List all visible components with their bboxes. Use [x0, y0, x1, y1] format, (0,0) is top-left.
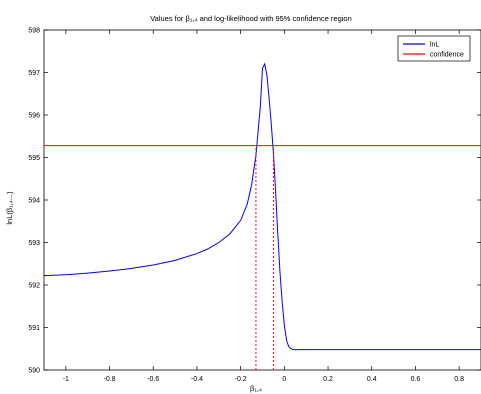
x-tick-label: -0.4: [191, 376, 203, 383]
y-axis-label: lnL(β₁,₄...): [5, 191, 14, 225]
y-tick-label: 592: [28, 283, 40, 290]
y-tick-label: 594: [28, 198, 40, 205]
x-tick-label: -0.8: [104, 376, 116, 383]
plot-area: [43, 62, 481, 370]
x-axis-label: β₁,₄: [250, 384, 262, 393]
y-tick-label: 598: [28, 28, 40, 35]
x-tick-label: 0.4: [367, 376, 377, 383]
y-tick-label: 596: [28, 113, 40, 120]
x-tick-label: 0.6: [411, 376, 421, 383]
chart-title: Values for β₁,₄ and log-likelihood with …: [150, 14, 352, 23]
y-tick-label: 590: [28, 368, 40, 375]
legend-box: [397, 35, 471, 62]
legend: lnL confidence: [397, 35, 471, 62]
y-tick-label: 593: [28, 240, 40, 247]
x-tick-label: 0.2: [323, 376, 333, 383]
legend-label-confidence: confidence: [430, 52, 464, 59]
x-tick-label: 0.8: [454, 376, 464, 383]
y-tick-label: 591: [28, 325, 40, 332]
x-tick-label: -1: [63, 376, 69, 383]
x-tick-label: -0.2: [235, 376, 247, 383]
y-tick-label: 597: [28, 70, 40, 77]
series-line-lnl: [43, 62, 481, 351]
axis-ticks: -1 -0.8 -0.6 -0.4 -0.2 0 0.2 0.4 0.6 0.8 590 591 592…: [28, 28, 481, 383]
legend-label-lnl: lnL: [430, 42, 439, 49]
y-tick-label: 595: [28, 155, 40, 162]
x-tick-label: 0: [282, 376, 286, 383]
x-tick-label: -0.6: [147, 376, 159, 383]
